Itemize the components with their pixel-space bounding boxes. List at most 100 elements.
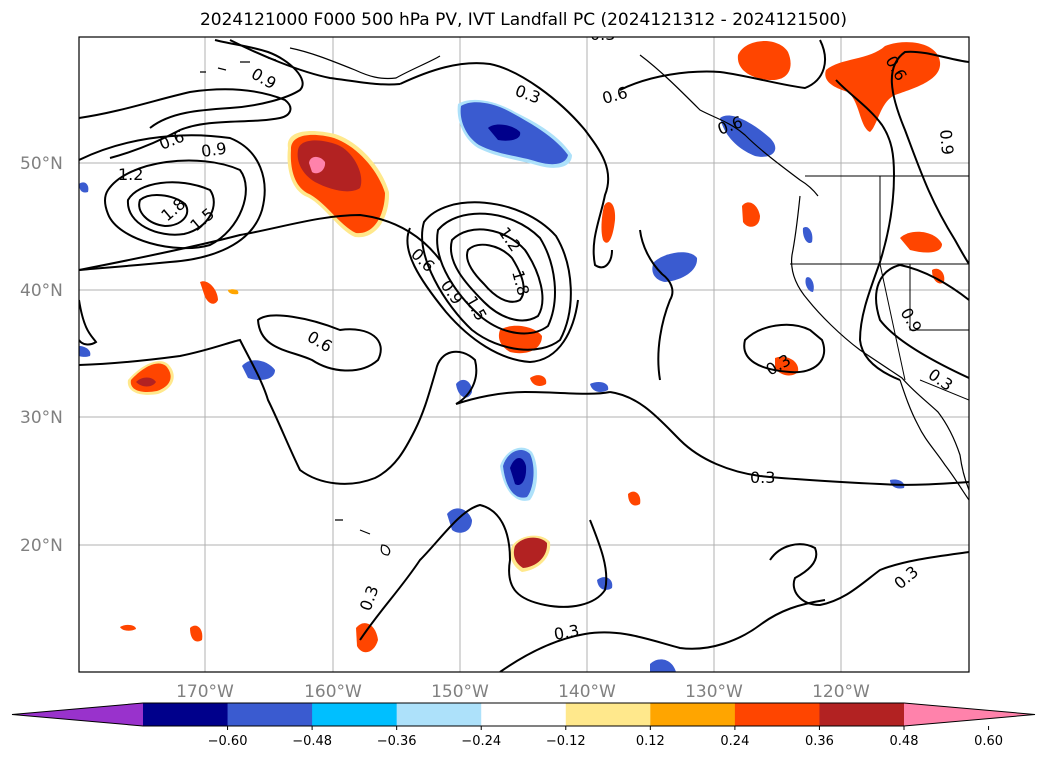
contour-0-6-east <box>619 39 826 91</box>
contour-0-3-south <box>359 503 608 641</box>
contour-0-3-west-edge <box>79 299 98 346</box>
contour-0-3-east-coast-2 <box>875 263 969 379</box>
contour-0-9-center <box>421 201 572 351</box>
contour-1-2-center <box>436 212 556 335</box>
negative-pv-region <box>802 226 813 244</box>
negative-pv-region <box>447 508 472 533</box>
positive-pv-region <box>628 491 641 506</box>
negative-pv-region <box>488 124 521 141</box>
contour-label: 0.9 <box>200 139 228 161</box>
hawaii <box>335 519 391 556</box>
contour-0-3-big-east <box>609 391 969 486</box>
colorbar-tick-label: 0.12 <box>636 734 665 749</box>
contour-1-5-west <box>126 181 215 236</box>
lon-label-140w: 140°W <box>558 682 616 702</box>
contour-1-5-center <box>449 228 544 322</box>
positive-pv-region <box>932 268 945 284</box>
contour-0-3-sw-loop <box>639 229 674 381</box>
chart-title: 2024121000 F000 500 hPa PV, IVT Landfall… <box>199 10 847 30</box>
colorbar-tick-label: 0.24 <box>720 734 749 749</box>
contour-label: 0.3 <box>552 621 580 644</box>
map-frame <box>78 36 970 673</box>
contour-label: 0.3 <box>750 468 775 487</box>
contour-0-6-center <box>406 227 579 364</box>
positive-pv-region <box>190 625 203 642</box>
colorbar-tick-label: 0.48 <box>890 734 919 749</box>
positive-pv-region <box>825 42 941 132</box>
colorbar-tick-label: −0.48 <box>292 734 332 749</box>
coastline-alaska-panhandle <box>639 54 819 197</box>
lon-label-120w: 120°W <box>812 682 870 702</box>
contour-0-9-north <box>149 39 304 129</box>
contour-0-3-outer-west <box>79 338 611 485</box>
contour-0-3-east-lower <box>769 543 969 607</box>
lon-label-160w: 160°W <box>304 682 362 702</box>
negative-pv-region <box>650 659 676 672</box>
latitude-labels: 50°N 40°N 30°N 20°N <box>20 154 63 556</box>
contour-0-3-east-coast-1 <box>890 50 969 265</box>
state-border-5 <box>879 263 906 381</box>
colorbar-segment <box>312 703 398 726</box>
lon-label-170w: 170°W <box>176 682 234 702</box>
colorbar-extend-high <box>904 703 1035 726</box>
state-border-6 <box>919 379 969 401</box>
negative-pv-region <box>720 115 776 157</box>
contour-0-3-central-top <box>399 62 613 269</box>
positive-pv-region <box>900 231 942 253</box>
lat-label-50: 50°N <box>20 154 63 174</box>
positive-pv-region <box>200 281 218 304</box>
colorbar-tick-label: −0.36 <box>377 734 417 749</box>
positive-pv-region <box>742 202 760 227</box>
pv-anomaly-fills <box>79 41 945 672</box>
gridlines <box>79 37 969 672</box>
positive-pv-region <box>530 375 547 386</box>
negative-pv-region <box>590 382 609 392</box>
contour-0-6-north <box>79 88 292 159</box>
state-border-4 <box>909 264 969 331</box>
contour-0-6-main <box>79 213 441 271</box>
colorbar-tick-label: −0.12 <box>546 734 586 749</box>
negative-pv-region <box>79 182 89 193</box>
colorbar-segment <box>227 703 313 726</box>
pv-contours <box>79 39 969 672</box>
contour-0-9-east <box>835 79 901 381</box>
colorbar-extend-low <box>12 703 143 726</box>
lat-label-40: 40°N <box>20 281 63 301</box>
colorbar-segment <box>565 703 651 726</box>
contour-1-8-center <box>466 243 525 303</box>
coastline-west-us <box>790 195 969 491</box>
positive-pv-region <box>120 624 136 631</box>
contour-label: 0.9 <box>936 129 957 156</box>
positive-pv-region <box>737 41 791 80</box>
lon-label-130w: 130°W <box>685 682 743 702</box>
lat-label-20: 20°N <box>20 536 63 556</box>
colorbar-outline <box>11 702 1036 727</box>
colorbar-segment <box>819 703 905 726</box>
positive-pv-region <box>309 156 326 174</box>
coastlines <box>200 47 969 556</box>
positive-pv-region <box>513 537 548 568</box>
contour-label: 1.2 <box>118 165 143 184</box>
positive-pv-region <box>297 140 362 192</box>
contour-0-3-east-inner <box>743 323 826 374</box>
colorbar-tick-label: 0.60 <box>974 734 1003 749</box>
lon-label-150w: 150°W <box>431 682 489 702</box>
positive-pv-region <box>228 289 239 295</box>
colorbar: −0.60 −0.48 −0.36 −0.24 −0.12 0.12 0.24 0.36 0.4… <box>11 702 1036 749</box>
contour-0-3-south-lower <box>499 599 826 672</box>
lat-label-30: 30°N <box>20 408 63 428</box>
longitude-labels: 170°W 160°W 150°W 140°W 130°W 120°W <box>176 682 870 702</box>
negative-pv-region <box>510 457 527 486</box>
aleutians <box>200 57 277 73</box>
colorbar-segment <box>650 703 736 726</box>
negative-pv-region <box>805 277 814 292</box>
colorbar-tick-label: 0.36 <box>805 734 834 749</box>
positive-pv-region <box>356 623 378 653</box>
colorbar-segment <box>481 703 567 726</box>
colorbar-segment <box>734 703 820 726</box>
contour-upper-ridge <box>229 39 401 86</box>
negative-pv-region <box>597 577 613 590</box>
negative-pv-region <box>242 360 275 380</box>
negative-pv-region <box>79 346 91 357</box>
